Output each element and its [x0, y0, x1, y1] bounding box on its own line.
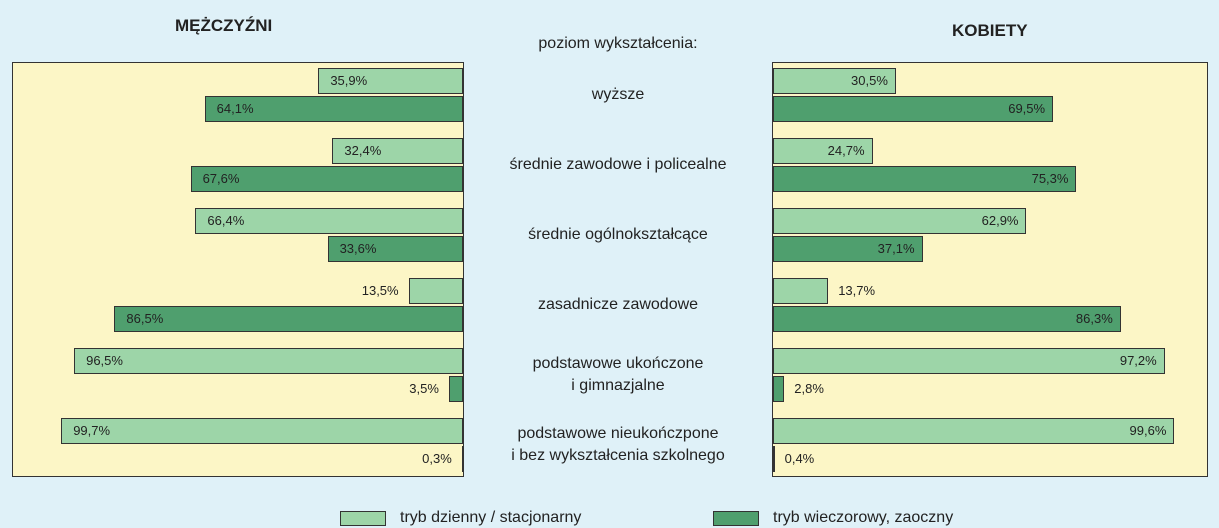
bar	[773, 376, 785, 402]
value-label: 99,6%	[1129, 423, 1167, 438]
bar	[408, 278, 463, 304]
value-label: 33,6%	[339, 241, 377, 256]
bar	[773, 306, 1121, 332]
value-label: 0,3%	[422, 451, 452, 466]
value-label: 3,5%	[409, 381, 439, 396]
value-label: 69,5%	[1008, 101, 1046, 116]
bar	[773, 166, 1077, 192]
value-label: 86,3%	[1075, 311, 1113, 326]
bar	[773, 348, 1165, 374]
bar	[74, 348, 463, 374]
category-label: średnie zawodowe i policealne	[509, 156, 727, 173]
bar	[190, 166, 463, 192]
left-panel	[12, 62, 464, 477]
value-label: 0,4%	[784, 451, 815, 466]
value-label: 64,1%	[216, 101, 254, 116]
bar	[318, 68, 463, 94]
category-label: podstawowe ukończone i gimnazjalne	[532, 355, 704, 394]
legend-label: tryb wieczorowy, zaoczny	[773, 509, 954, 526]
value-label: 35,9%	[330, 73, 368, 88]
bar	[773, 236, 923, 262]
bar	[773, 418, 1175, 444]
category-title: poziom wykształcenia:	[538, 35, 698, 52]
legend-label: tryb dzienny / stacjonarny	[400, 509, 582, 526]
value-label: 96,5%	[86, 353, 123, 368]
right-title: KOBIETY	[952, 21, 1028, 40]
bar	[195, 208, 463, 234]
bar	[204, 96, 463, 122]
value-label: 62,9%	[981, 213, 1019, 228]
bar	[332, 138, 463, 164]
legend-swatch	[340, 511, 386, 526]
bar	[461, 446, 464, 472]
category-label: wyższe	[591, 86, 645, 103]
value-label: 37,1%	[877, 241, 915, 256]
value-label: 2,8%	[794, 381, 824, 396]
bar	[448, 376, 463, 402]
category-label: zasadnicze zawodowe	[537, 296, 699, 313]
legend-swatch	[713, 511, 759, 526]
category-label: średnie ogólnokształcące	[528, 226, 708, 243]
value-label: 97,2%	[1119, 353, 1157, 368]
bar	[114, 306, 463, 332]
bar	[327, 236, 463, 262]
value-label: 66,4%	[207, 213, 245, 228]
value-label: 30,5%	[851, 73, 888, 88]
value-label: 32,4%	[344, 143, 382, 158]
value-label: 13,7%	[838, 283, 876, 298]
bar	[773, 138, 873, 164]
category-label: podstawowe nieukończpone i bez wykształc…	[511, 425, 725, 464]
bar	[61, 418, 463, 444]
value-label: 13,5%	[361, 283, 399, 298]
value-label: 75,3%	[1031, 171, 1069, 186]
bar	[773, 96, 1054, 122]
value-label: 86,5%	[126, 311, 164, 326]
bar	[773, 446, 775, 472]
bar	[773, 208, 1027, 234]
right-panel	[772, 62, 1208, 477]
bar	[773, 68, 896, 94]
value-label: 67,6%	[202, 171, 240, 186]
value-label: 24,7%	[827, 143, 865, 158]
value-label: 99,7%	[73, 423, 111, 438]
bar	[773, 278, 829, 304]
left-title: MĘŻCZYŹNI	[175, 16, 273, 35]
